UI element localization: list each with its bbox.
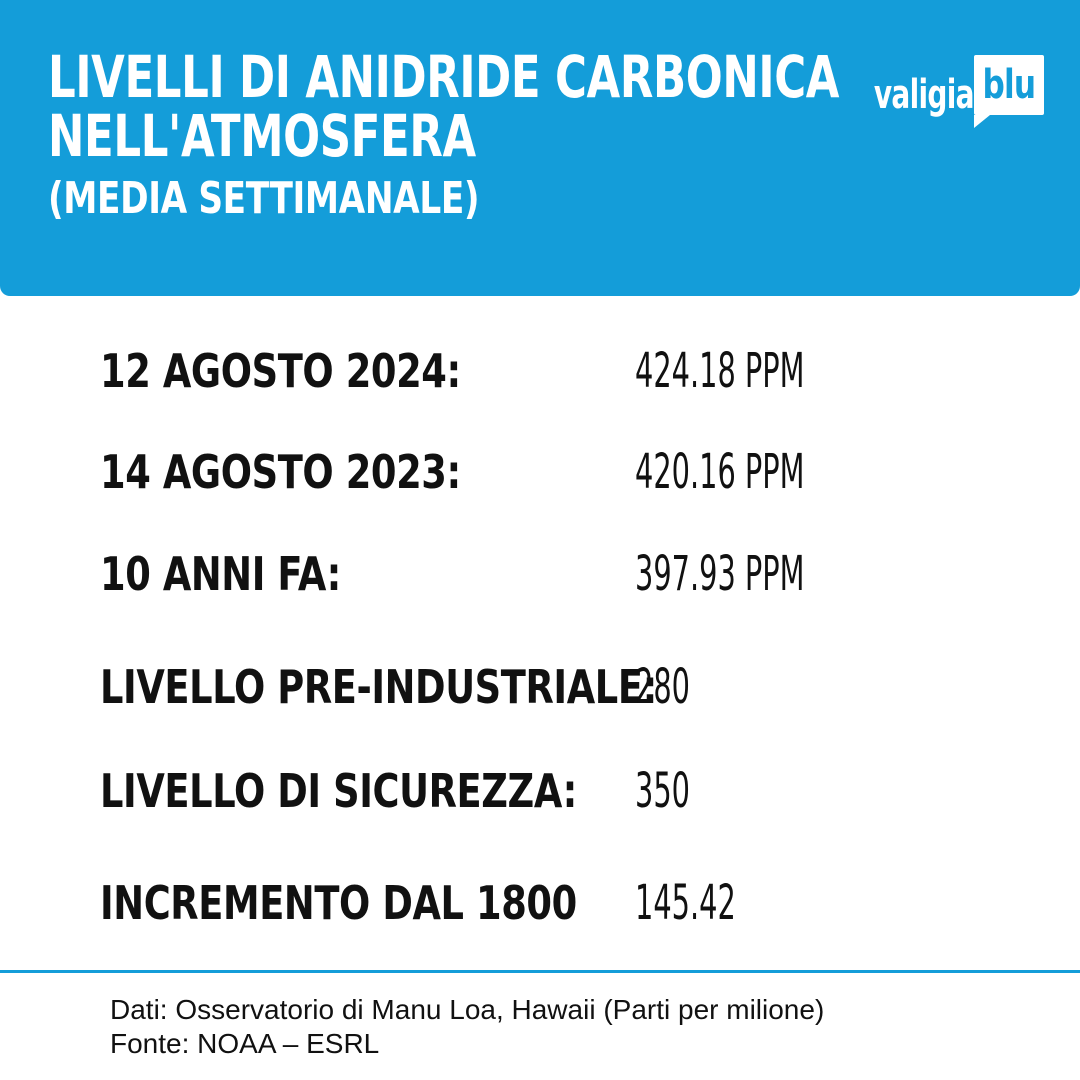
data-rows: 12 AGOSTO 2024: 424.18 PPM 14 AGOSTO 2023:… <box>100 343 1000 931</box>
row-value: 350 <box>635 763 690 819</box>
row-label: INCREMENTO DAL 1800 <box>100 876 577 930</box>
row-label: 12 AGOSTO 2024: <box>100 344 461 398</box>
header: LIVELLI DI ANIDRIDE CARBONICA NELL'ATMOS… <box>0 0 1080 296</box>
title-line2: NELL'ATMOSFERA <box>48 102 476 170</box>
logo-badge: blu <box>982 62 1037 108</box>
page-title: LIVELLI DI ANIDRIDE CARBONICA NELL'ATMOS… <box>48 48 1080 224</box>
source-line: Fonte: NOAA – ESRL <box>110 1028 380 1059</box>
row-value: 280 <box>635 659 690 715</box>
row-label: 10 ANNI FA: <box>100 547 341 601</box>
row-value: 424.18 PPM <box>635 343 805 399</box>
row-value: 145.42 <box>635 875 736 931</box>
table-row: INCREMENTO DAL 1800 145.42 <box>100 875 1000 931</box>
data-source-line: Dati: Osservatorio di Manu Loa, Hawaii (… <box>110 994 825 1025</box>
subtitle: (MEDIA SETTIMANALE) <box>48 173 480 224</box>
title-line1: LIVELLI DI ANIDRIDE CARBONICA <box>48 43 840 111</box>
row-value: 397.93 PPM <box>635 546 805 602</box>
logo-wordmark: valigia <box>874 72 975 118</box>
footer: Dati: Osservatorio di Manu Loa, Hawaii (… <box>110 993 824 1061</box>
table-row: 10 ANNI FA: 397.93 PPM <box>100 546 1000 602</box>
brand-logo: valigia blu <box>831 55 1044 128</box>
footer-divider <box>0 970 1080 973</box>
row-value: 420.16 PPM <box>635 444 805 500</box>
row-label: LIVELLO PRE-INDUSTRIALE: <box>100 660 657 714</box>
row-label: LIVELLO DI SICUREZZA: <box>100 764 577 818</box>
row-label: 14 AGOSTO 2023: <box>100 445 461 499</box>
table-row: LIVELLO DI SICUREZZA: 350 <box>100 763 1000 819</box>
table-row: 14 AGOSTO 2023: 420.16 PPM <box>100 444 1000 500</box>
table-row: 12 AGOSTO 2024: 424.18 PPM <box>100 343 1000 399</box>
table-row: LIVELLO PRE-INDUSTRIALE: 280 <box>100 659 1000 715</box>
speech-bubble-icon: blu <box>974 55 1044 128</box>
